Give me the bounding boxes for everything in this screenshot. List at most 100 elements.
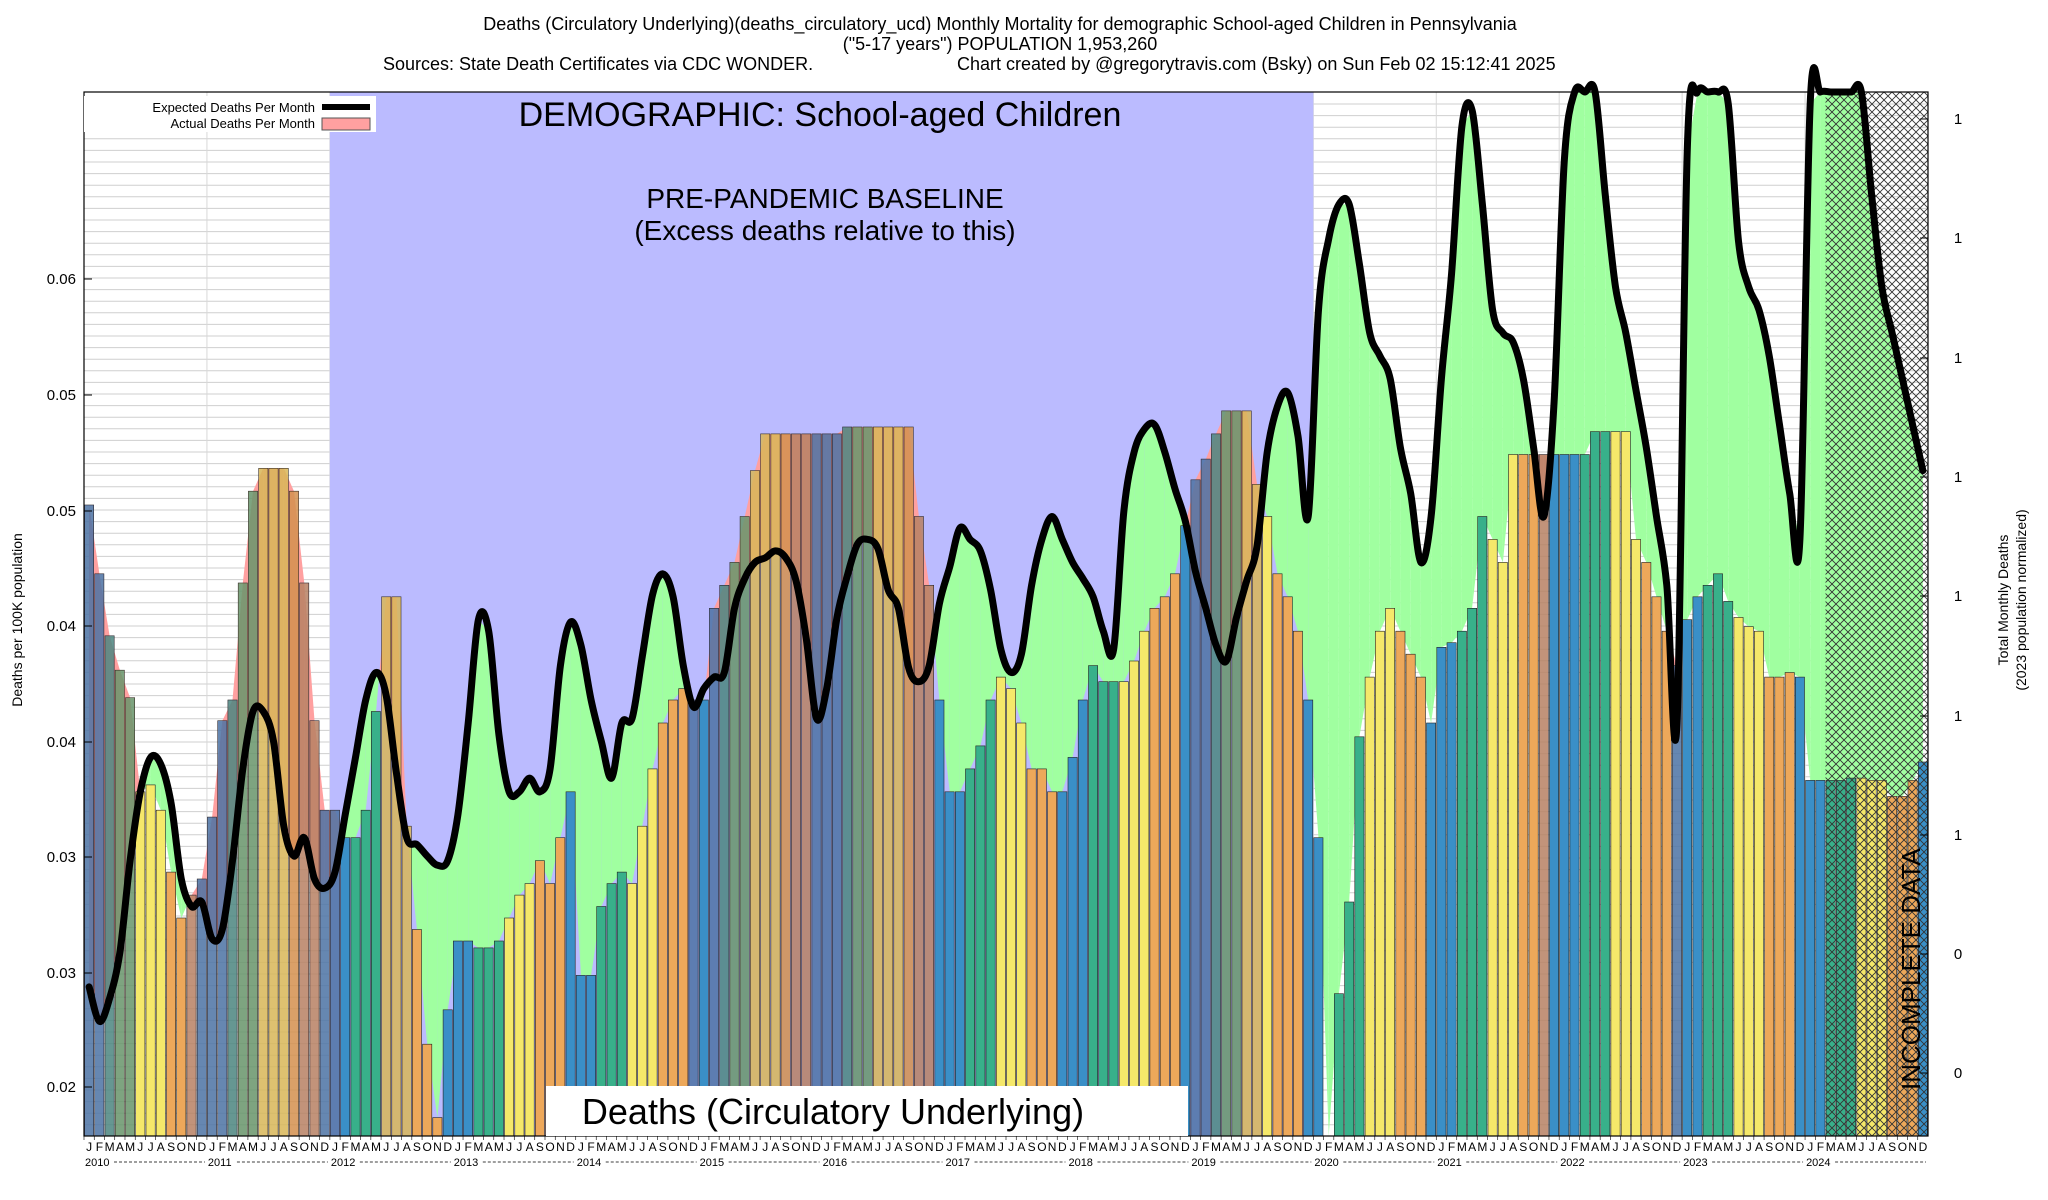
x-month-label: J (1746, 1140, 1752, 1154)
actual-bar (340, 837, 351, 1137)
x-month-label: J (1367, 1140, 1373, 1154)
x-month-label: F (956, 1140, 963, 1154)
x-month-label: N (1908, 1140, 1917, 1154)
actual-bar (135, 791, 146, 1137)
actual-bar (473, 947, 484, 1137)
deficit-bar-tint (750, 470, 760, 1137)
actual-bar (1334, 993, 1344, 1137)
actual-bar (145, 784, 156, 1137)
excess-fill (970, 539, 981, 769)
legend-expected-label: Expected Deaths Per Month (152, 100, 315, 115)
excess-fill (1041, 516, 1053, 792)
excess-fill (560, 622, 571, 838)
x-year-label: 2020 (1314, 1157, 1338, 1169)
actual-bar (1036, 768, 1047, 1137)
actual-bar (1446, 642, 1457, 1137)
x-month-label: O (1652, 1140, 1661, 1154)
deficit-bar-tint (719, 585, 729, 1136)
x-month-label: J (1438, 1140, 1444, 1154)
x-month-label: D (1550, 1140, 1559, 1154)
x-month-label: A (1714, 1140, 1722, 1154)
x-month-label: A (1099, 1140, 1107, 1154)
excess-fill (1707, 92, 1718, 586)
y-tick-label-left: 0.02 (47, 1079, 76, 1096)
x-month-label: N (556, 1140, 565, 1154)
excess-fill (939, 567, 950, 792)
actual-bar (1139, 630, 1150, 1137)
x-year-label: 2019 (1191, 1157, 1215, 1169)
x-month-label: A (1386, 1140, 1394, 1154)
x-month-label: A (1755, 1140, 1763, 1154)
actual-bar (1426, 722, 1436, 1137)
excess-fill (1564, 92, 1575, 455)
x-month-label: M (105, 1140, 115, 1154)
x-month-label: A (1140, 1140, 1148, 1154)
x-month-label: A (362, 1140, 370, 1154)
x-month-label: J (1316, 1140, 1322, 1154)
excess-fill (1687, 92, 1698, 620)
actual-bar (1497, 562, 1508, 1137)
actual-bar (1477, 516, 1488, 1137)
actual-bar (1559, 454, 1570, 1137)
actual-bar (1518, 454, 1529, 1137)
x-month-label: A (403, 1140, 411, 1154)
x-month-label: D (1181, 1140, 1190, 1154)
actual-bar (176, 917, 187, 1137)
x-month-label: J (1561, 1140, 1567, 1154)
excess-fill (1062, 539, 1073, 792)
deficit-bar-tint (207, 817, 217, 1136)
actual-bar (1395, 630, 1406, 1137)
y-tick-label-right: 1 (1954, 827, 1962, 844)
x-year-label: 2017 (946, 1157, 970, 1169)
x-month-label: M (1334, 1140, 1344, 1154)
deficit-bar-tint (791, 433, 801, 1136)
actual-bar (975, 745, 986, 1137)
x-month-label: N (802, 1140, 811, 1154)
x-month-label: M (740, 1140, 750, 1154)
demographic-label: DEMOGRAPHIC: School-aged Children (519, 96, 1122, 134)
actual-bar (965, 768, 975, 1137)
x-year-label: 2010 (85, 1157, 109, 1169)
actual-bar (1159, 596, 1170, 1137)
x-month-label: O (545, 1140, 554, 1154)
deficit-bar-tint (1539, 454, 1549, 1136)
x-month-label: A (1878, 1140, 1886, 1154)
x-month-label: F (96, 1140, 103, 1154)
deficit-bar-tint (402, 826, 412, 1136)
x-month-label: O (668, 1140, 677, 1154)
deficit-bar-tint (852, 427, 862, 1136)
x-month-label: D (689, 1140, 698, 1154)
actual-bar (1057, 791, 1068, 1137)
deficit-bar-tint (740, 516, 750, 1136)
excess-fill (1134, 429, 1145, 661)
actual-bar (1641, 562, 1652, 1137)
actual-bar (1098, 681, 1109, 1137)
x-month-label: J (1684, 1140, 1690, 1154)
x-month-label: O (1283, 1140, 1292, 1154)
deficit-bar-tint (832, 433, 842, 1136)
x-month-label: D (935, 1140, 944, 1154)
x-month-label: J (1807, 1140, 1813, 1154)
actual-bar (1651, 596, 1662, 1137)
x-month-label: J (332, 1140, 338, 1154)
x-month-label: N (925, 1140, 934, 1154)
actual-bar (1077, 699, 1088, 1137)
x-month-label: J (1131, 1140, 1137, 1154)
x-month-label: F (465, 1140, 472, 1154)
actual-bar (1774, 676, 1785, 1137)
x-month-label: S (659, 1140, 667, 1154)
excess-fill (1605, 195, 1616, 432)
x-month-label: J (1623, 1140, 1629, 1154)
excess-fill (1052, 516, 1063, 792)
actual-bar (1702, 584, 1713, 1137)
deficit-bar-tint (760, 433, 770, 1136)
excess-fill (1738, 241, 1749, 627)
deficit-bar-tint (873, 427, 883, 1136)
deficit-bar-tint (1190, 479, 1201, 1136)
excess-fill (1031, 539, 1042, 769)
actual-bar (411, 929, 422, 1137)
actual-bar (1631, 539, 1641, 1137)
x-month-label: D (320, 1140, 329, 1154)
deficit-bar-tint (289, 491, 299, 1136)
